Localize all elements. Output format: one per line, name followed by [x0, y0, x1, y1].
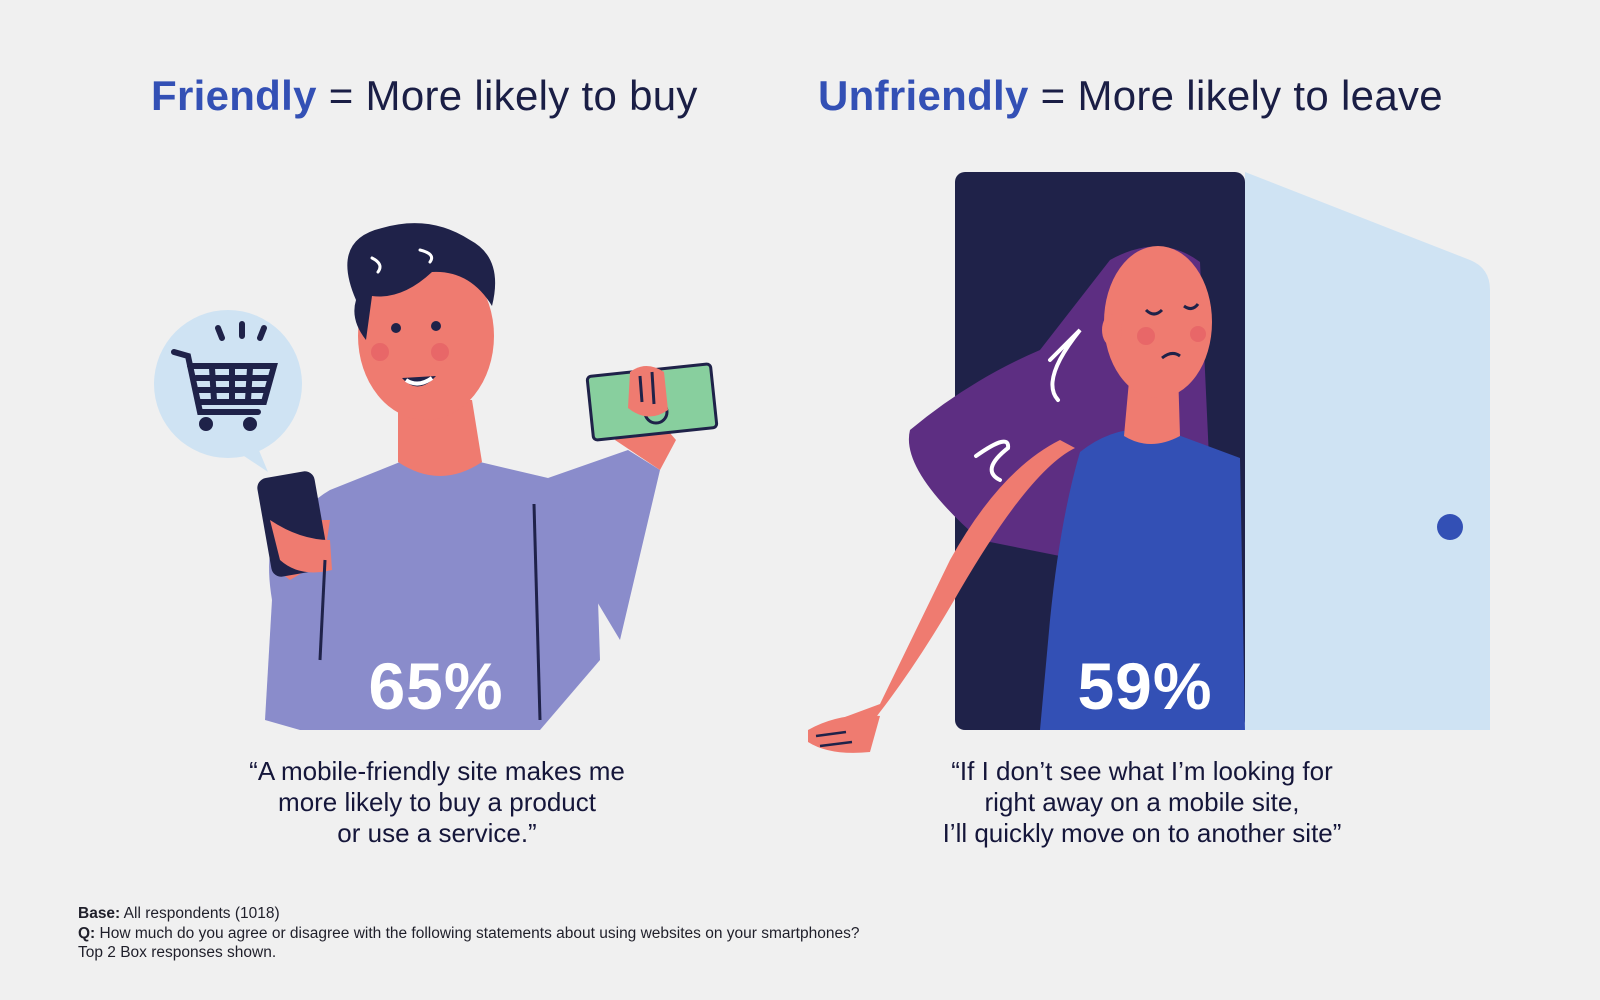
headline-friendly: Friendly = More likely to buy — [151, 72, 698, 120]
door-icon — [1245, 172, 1490, 730]
stat-friendly-percent: 65% — [368, 649, 504, 723]
happy-shopper-illustration — [154, 223, 719, 730]
footnote-q-label: Q: — [78, 924, 96, 942]
quote-line: right away on a mobile site, — [984, 787, 1300, 817]
footnote-note: Top 2 Box responses shown. — [78, 944, 277, 961]
headline-rest: = More likely to leave — [1028, 72, 1443, 119]
footnote-question: Q: How much do you agree or disagree wit… — [78, 924, 859, 944]
footnote-base-text: All respondents (1018) — [120, 905, 280, 922]
footnote: Base: All respondents (1018) Q: How much… — [78, 904, 859, 963]
headline-unfriendly: Unfriendly = More likely to leave — [818, 72, 1443, 120]
footnote-base: Base: All respondents (1018) — [78, 904, 859, 924]
footnote-base-label: Base: — [78, 905, 121, 922]
quote-line: more likely to buy a product — [278, 787, 596, 817]
quote-line: I’ll quickly move on to another site” — [942, 818, 1342, 848]
leaving-woman-illustration — [808, 172, 1490, 753]
quote-line: “If I don’t see what I’m looking for — [951, 756, 1333, 786]
shopping-cart-icon — [154, 310, 302, 472]
quote-line: or use a service.” — [337, 818, 537, 848]
headline-accent: Friendly — [151, 72, 317, 119]
headline-accent: Unfriendly — [818, 72, 1029, 119]
stat-unfriendly-percent: 59% — [1077, 649, 1213, 723]
quote-friendly: “A mobile-friendly site makes me more li… — [137, 756, 737, 849]
quote-line: “A mobile-friendly site makes me — [249, 756, 625, 786]
cash-icon — [585, 362, 719, 442]
quote-unfriendly: “If I don’t see what I’m looking for rig… — [842, 756, 1442, 849]
headline-rest: = More likely to buy — [316, 72, 698, 119]
footnote-q-text: How much do you agree or disagree with t… — [95, 924, 860, 942]
